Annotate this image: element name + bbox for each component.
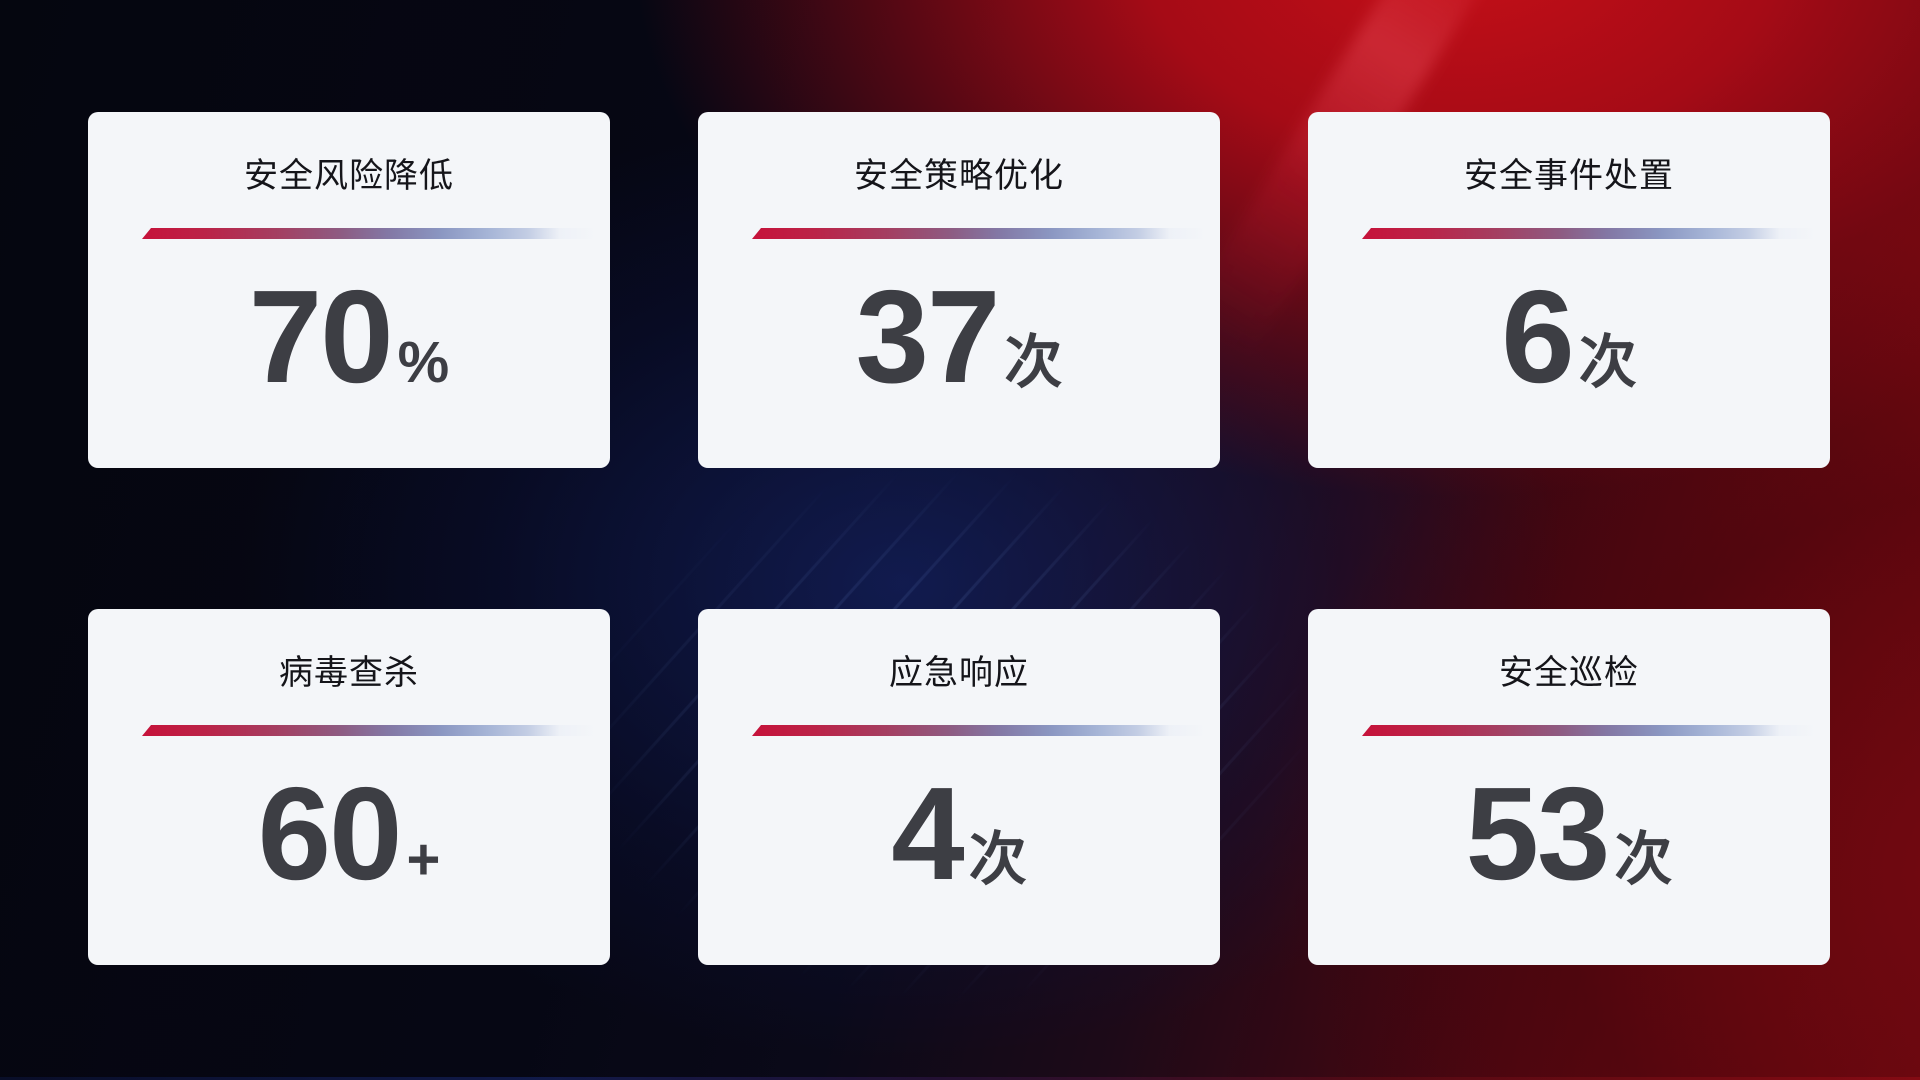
stat-unit: 次 <box>1578 329 1637 395</box>
gradient-divider <box>752 725 1206 736</box>
stat-card-value-row: 53 次 <box>1362 736 1776 965</box>
stat-card-value-row: 37 次 <box>752 239 1166 468</box>
stat-value-group: 70% <box>249 270 450 403</box>
stat-card-title: 安全巡检 <box>1499 654 1639 692</box>
stat-card-value-row: 60 + <box>142 736 556 965</box>
stat-unit: % <box>397 329 450 395</box>
gradient-divider <box>142 725 596 736</box>
stat-card-title: 安全事件处置 <box>1464 157 1674 195</box>
stat-card-title: 安全策略优化 <box>854 157 1064 195</box>
gradient-divider <box>1362 228 1816 239</box>
stat-value: 53 <box>1465 759 1611 907</box>
stat-unit: + <box>406 826 441 892</box>
stat-card-value-row: 70% <box>142 239 556 468</box>
stat-card-title: 病毒查杀 <box>279 654 419 692</box>
gradient-divider <box>142 228 596 239</box>
stat-value: 70 <box>248 262 394 410</box>
stat-card-risk-reduction: 安全风险降低 70% <box>88 112 610 468</box>
stat-card-virus-scan: 病毒查杀 60 + <box>88 609 610 965</box>
stat-value: 37 <box>855 262 1001 410</box>
gradient-divider <box>752 228 1206 239</box>
stat-value-group: 37 次 <box>856 270 1063 403</box>
stat-value: 60 <box>257 759 403 907</box>
stat-value: 4 <box>891 759 964 907</box>
stat-card-security-inspection: 安全巡检 53 次 <box>1308 609 1830 965</box>
stat-value-group: 53 次 <box>1466 767 1673 900</box>
stat-unit: 次 <box>1004 329 1063 395</box>
gradient-divider <box>1362 725 1816 736</box>
bottom-gradient-hairline <box>0 1077 1920 1080</box>
stat-unit: 次 <box>968 826 1027 892</box>
stat-unit: 次 <box>1614 826 1673 892</box>
stat-card-title: 应急响应 <box>889 654 1029 692</box>
stat-card-policy-optimization: 安全策略优化 37 次 <box>698 112 1220 468</box>
stat-value-group: 60 + <box>258 767 441 900</box>
stat-card-title: 安全风险降低 <box>244 157 454 195</box>
stat-value: 6 <box>1501 262 1574 410</box>
